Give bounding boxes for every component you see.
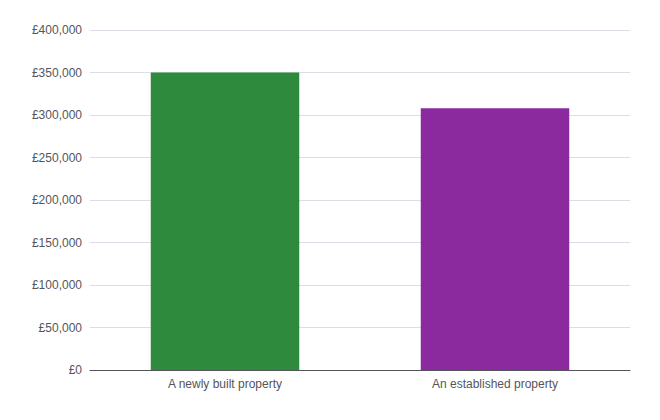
svg-text:£350,000: £350,000: [32, 66, 82, 80]
svg-text:£400,000: £400,000: [32, 23, 82, 37]
svg-text:£150,000: £150,000: [32, 236, 82, 250]
svg-text:£300,000: £300,000: [32, 108, 82, 122]
svg-text:An established property: An established property: [432, 377, 558, 391]
svg-text:£100,000: £100,000: [32, 278, 82, 292]
svg-text:£0: £0: [69, 363, 83, 377]
svg-text:£200,000: £200,000: [32, 193, 82, 207]
svg-text:£50,000: £50,000: [39, 321, 83, 335]
svg-text:A newly built property: A newly built property: [168, 377, 282, 391]
svg-text:£250,000: £250,000: [32, 151, 82, 165]
